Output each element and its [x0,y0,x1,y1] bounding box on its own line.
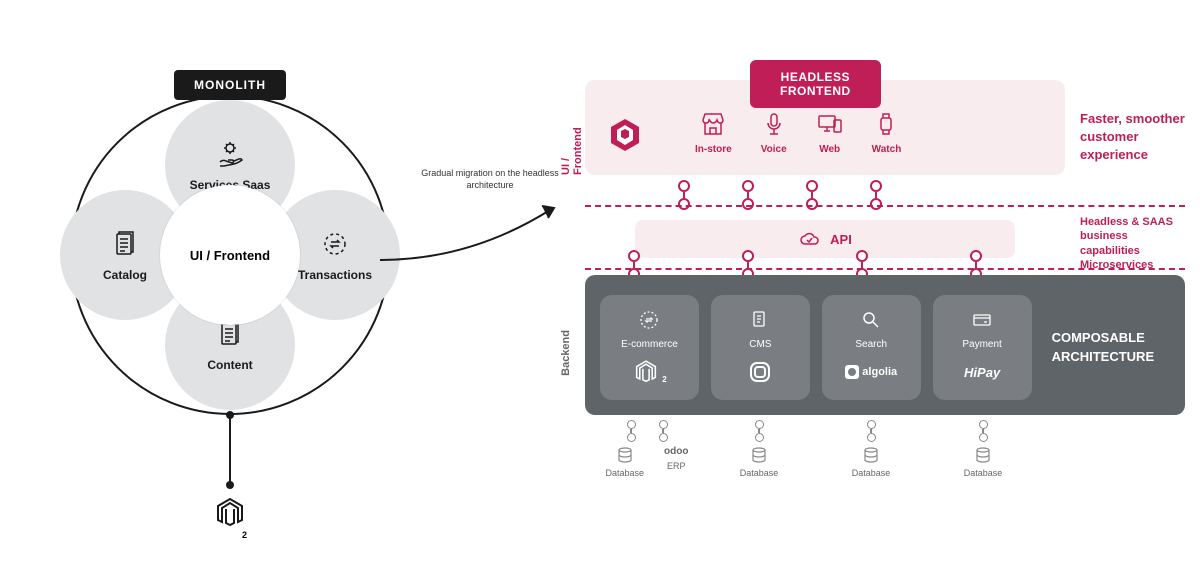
db-col-cms: Database [710,420,808,478]
hipay-logo: HiPay [964,358,1000,386]
migration-arrow [370,200,570,280]
sync-icon [638,309,660,331]
petal-label: Catalog [103,268,147,282]
algolia-logo: algolia [845,358,897,386]
monolith-stem [229,415,231,485]
cms-icon [746,358,774,386]
payment-icon [971,309,993,331]
frontend-label: UI / Frontend [560,110,584,175]
monolith-section: MONOLITH Services Saas Transactions Cont… [40,40,420,520]
channels: In-store Voice Web Watch [695,110,901,155]
channel-web: Web [816,110,844,155]
database-row: Database odoo ERP Database Database [598,420,1032,478]
petal-label: Transactions [298,268,372,282]
composable-title: COMPOSABLE ARCHITECTURE [1052,295,1170,400]
service-payment: Payment HiPay [933,295,1032,400]
arrow-caption: Gradual migration on the headless archit… [420,168,560,191]
db-item: Database [606,446,645,478]
database-icon [862,446,880,464]
gear-hand-icon [214,138,246,170]
search-icon [860,309,882,331]
database-icon [974,446,992,464]
magento-icon: 2 [632,358,666,386]
backend-section: E-commerce 2 CMS Search algolia Payment … [585,275,1185,415]
db-col-search: Database [822,420,920,478]
watch-icon [872,110,900,138]
dash-line [585,205,1185,207]
frontend-benefit: Faster, smoother customer experience [1080,110,1190,165]
service-search: Search algolia [822,295,921,400]
catalog-icon [109,228,141,260]
channel-instore: In-store [695,110,732,155]
channel-watch: Watch [872,110,902,155]
db-col-payment: Database [934,420,1032,478]
service-cms: CMS [711,295,810,400]
cloud-icon [798,230,820,248]
store-icon [699,110,727,138]
api-benefit: Headless & SAAS business capabilities Mi… [1080,215,1190,272]
db-col-ecommerce: Database odoo ERP [598,420,696,478]
monolith-title: MONOLITH [174,70,286,100]
channel-voice: Voice [760,110,788,155]
database-icon [616,446,634,464]
doc-icon [749,309,771,331]
transactions-icon [319,228,351,260]
headless-title: HEADLESS FRONTEND [750,60,881,108]
petal-label: Content [207,358,252,372]
monolith-center: UI / Frontend [160,185,300,325]
frontcommerce-icon [605,115,645,155]
service-ecommerce: E-commerce 2 [600,295,699,400]
mic-icon [760,110,788,138]
magento-version: 2 [242,530,247,540]
devices-icon [816,110,844,138]
db-item-erp: odoo ERP [664,446,688,478]
composable-section: UI / Frontend Backend HEADLESS FRONTEND … [570,50,1190,175]
magento-icon [212,495,248,531]
database-icon [750,446,768,464]
backend-label: Backend [560,330,572,376]
